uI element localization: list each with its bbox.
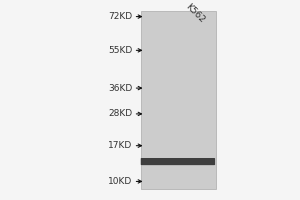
Text: 10KD: 10KD — [108, 177, 132, 186]
Text: 28KD: 28KD — [108, 109, 132, 118]
FancyBboxPatch shape — [141, 158, 215, 165]
Text: 36KD: 36KD — [108, 84, 132, 93]
Bar — [141, 11, 216, 189]
Text: 17KD: 17KD — [108, 141, 132, 150]
Text: 55KD: 55KD — [108, 46, 132, 55]
Text: K562: K562 — [184, 2, 207, 25]
Text: 72KD: 72KD — [108, 12, 132, 21]
